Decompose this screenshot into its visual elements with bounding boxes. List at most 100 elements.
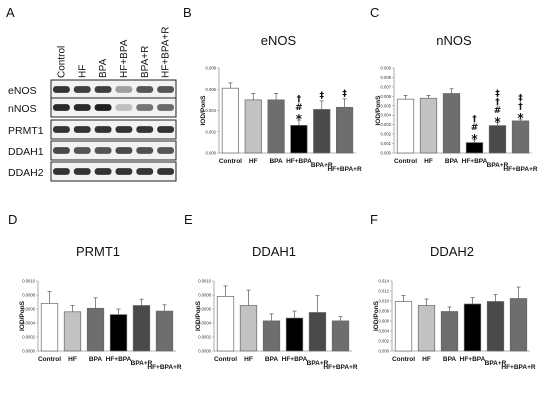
blot-band	[73, 86, 91, 93]
bar	[509, 298, 528, 352]
blot-band	[157, 168, 174, 175]
y-axis-label: IOD/PonS	[195, 300, 202, 331]
lane-label: Control	[56, 46, 67, 78]
significance-mark: †	[297, 95, 302, 105]
x-category-label: BPA+R	[487, 162, 509, 169]
x-category-label: HF+BPA	[106, 356, 132, 363]
x-category-label: HF	[244, 356, 253, 363]
significance-mark: *	[517, 111, 524, 125]
y-tick-label: 0.012	[379, 289, 390, 294]
bar-chart-panels: BeNOS0.0000.0020.0040.0060.008IOD/PonSCo…	[8, 5, 538, 371]
blot-frame	[50, 119, 177, 140]
blot-band	[157, 147, 174, 154]
x-category-label: Control	[38, 356, 61, 363]
x-category-label: BPA	[445, 158, 459, 165]
bar	[419, 97, 438, 154]
x-category-label: Control	[394, 158, 417, 165]
x-category-label: HF+BPA+R	[327, 166, 361, 173]
y-tick-label: 0.0000	[22, 349, 35, 354]
significance-mark: ‡	[320, 91, 325, 101]
y-tick-label: 0.000	[381, 151, 392, 156]
bar	[331, 320, 350, 352]
chart-panel-f: F DDAH2 0.000 0.002 0.004 0.006 0.008 0.010 0.01…	[370, 212, 536, 371]
x-category-label: BPA	[265, 356, 279, 363]
significance-mark: ‡	[342, 89, 347, 99]
bar	[216, 296, 235, 352]
x-category-label: HF	[422, 356, 431, 363]
bar	[313, 109, 331, 154]
y-tick-label: 0.0004	[22, 321, 35, 326]
y-tick-label: 0.002	[379, 339, 390, 344]
blot-band	[94, 126, 112, 133]
lane-label: BPA	[98, 58, 109, 78]
blot-band	[53, 147, 70, 154]
panel-a-western-blot: A Control HF BPA HF+BPA BPA+R HF+BPA+R eNOS nNOS…	[6, 5, 177, 182]
y-tick-label: 0.005	[381, 103, 392, 108]
y-tick-label: 0.006	[206, 87, 217, 92]
y-tick-label: 0.008	[206, 66, 217, 71]
blot-band	[73, 168, 91, 175]
panel-letter: C	[370, 5, 379, 20]
y-tick-label: 0.009	[381, 66, 392, 71]
y-tick-label: 0.0006	[198, 307, 211, 312]
significance-mark: #	[494, 106, 502, 116]
lane-label: HF	[77, 65, 88, 78]
x-category-label: HF+BPA	[462, 158, 488, 165]
y-tick-label: 0.007	[381, 84, 392, 89]
bar	[267, 99, 285, 154]
lane-label: BPA+R	[140, 46, 151, 78]
significance-mark: #	[295, 103, 303, 113]
bar	[488, 125, 507, 154]
blot-band	[136, 104, 154, 111]
chart-title: nNOS	[436, 33, 472, 48]
y-tick-label: 0.008	[379, 309, 390, 314]
x-category-label: HF+BPA+R	[503, 166, 537, 173]
x-category-label: HF	[249, 158, 258, 165]
x-category-label: BPA+R	[307, 360, 329, 367]
bar	[63, 311, 82, 352]
blot-frame	[50, 161, 177, 182]
y-tick-label: 0.0000	[198, 349, 211, 354]
bar	[285, 317, 304, 352]
x-category-label: HF+BPA+R	[501, 364, 535, 371]
bar	[440, 311, 459, 352]
x-category-label: HF+BPA	[460, 356, 486, 363]
significance-mark: *	[296, 112, 303, 126]
blot-band	[73, 147, 91, 154]
y-axis-label: IOD/PonS	[375, 95, 382, 126]
blot-band	[136, 168, 154, 175]
significance-mark: #	[471, 123, 479, 133]
blot-band	[53, 104, 70, 111]
blot-band	[53, 126, 70, 133]
chart-panel-d: D PRMT1 0.0000 0.0002 0.0004 0.0006 0.0008 0.00…	[8, 212, 182, 371]
y-axis-label: IOD/PonS	[19, 300, 26, 331]
y-tick-label: 0.0010	[198, 279, 211, 284]
bar	[308, 312, 327, 352]
bar	[394, 301, 413, 352]
bar	[109, 314, 128, 352]
panel-letter: B	[183, 5, 192, 20]
y-tick-label: 0.004	[379, 329, 390, 334]
lane-label: HF+BPA	[119, 39, 130, 78]
y-tick-label: 0.004	[206, 108, 217, 113]
blot-band	[73, 126, 91, 133]
bar	[290, 125, 308, 154]
y-tick-label: 0.0006	[22, 307, 35, 312]
blot-label: PRMT1	[8, 125, 44, 137]
chart-title: DDAH2	[430, 244, 474, 259]
bar	[221, 87, 239, 154]
y-axis-label: IOD/PonS	[200, 95, 207, 126]
blot-band	[115, 168, 133, 175]
y-tick-label: 0.0010	[22, 279, 35, 284]
blot-label: DDAH2	[8, 167, 44, 179]
significance-mark: *	[494, 115, 501, 129]
bar	[417, 305, 436, 352]
panel-letter: D	[8, 212, 17, 227]
bar	[396, 98, 415, 154]
y-tick-label: 0.014	[379, 279, 390, 284]
y-tick-label: 0.0004	[198, 321, 211, 326]
blot-band	[136, 86, 154, 93]
